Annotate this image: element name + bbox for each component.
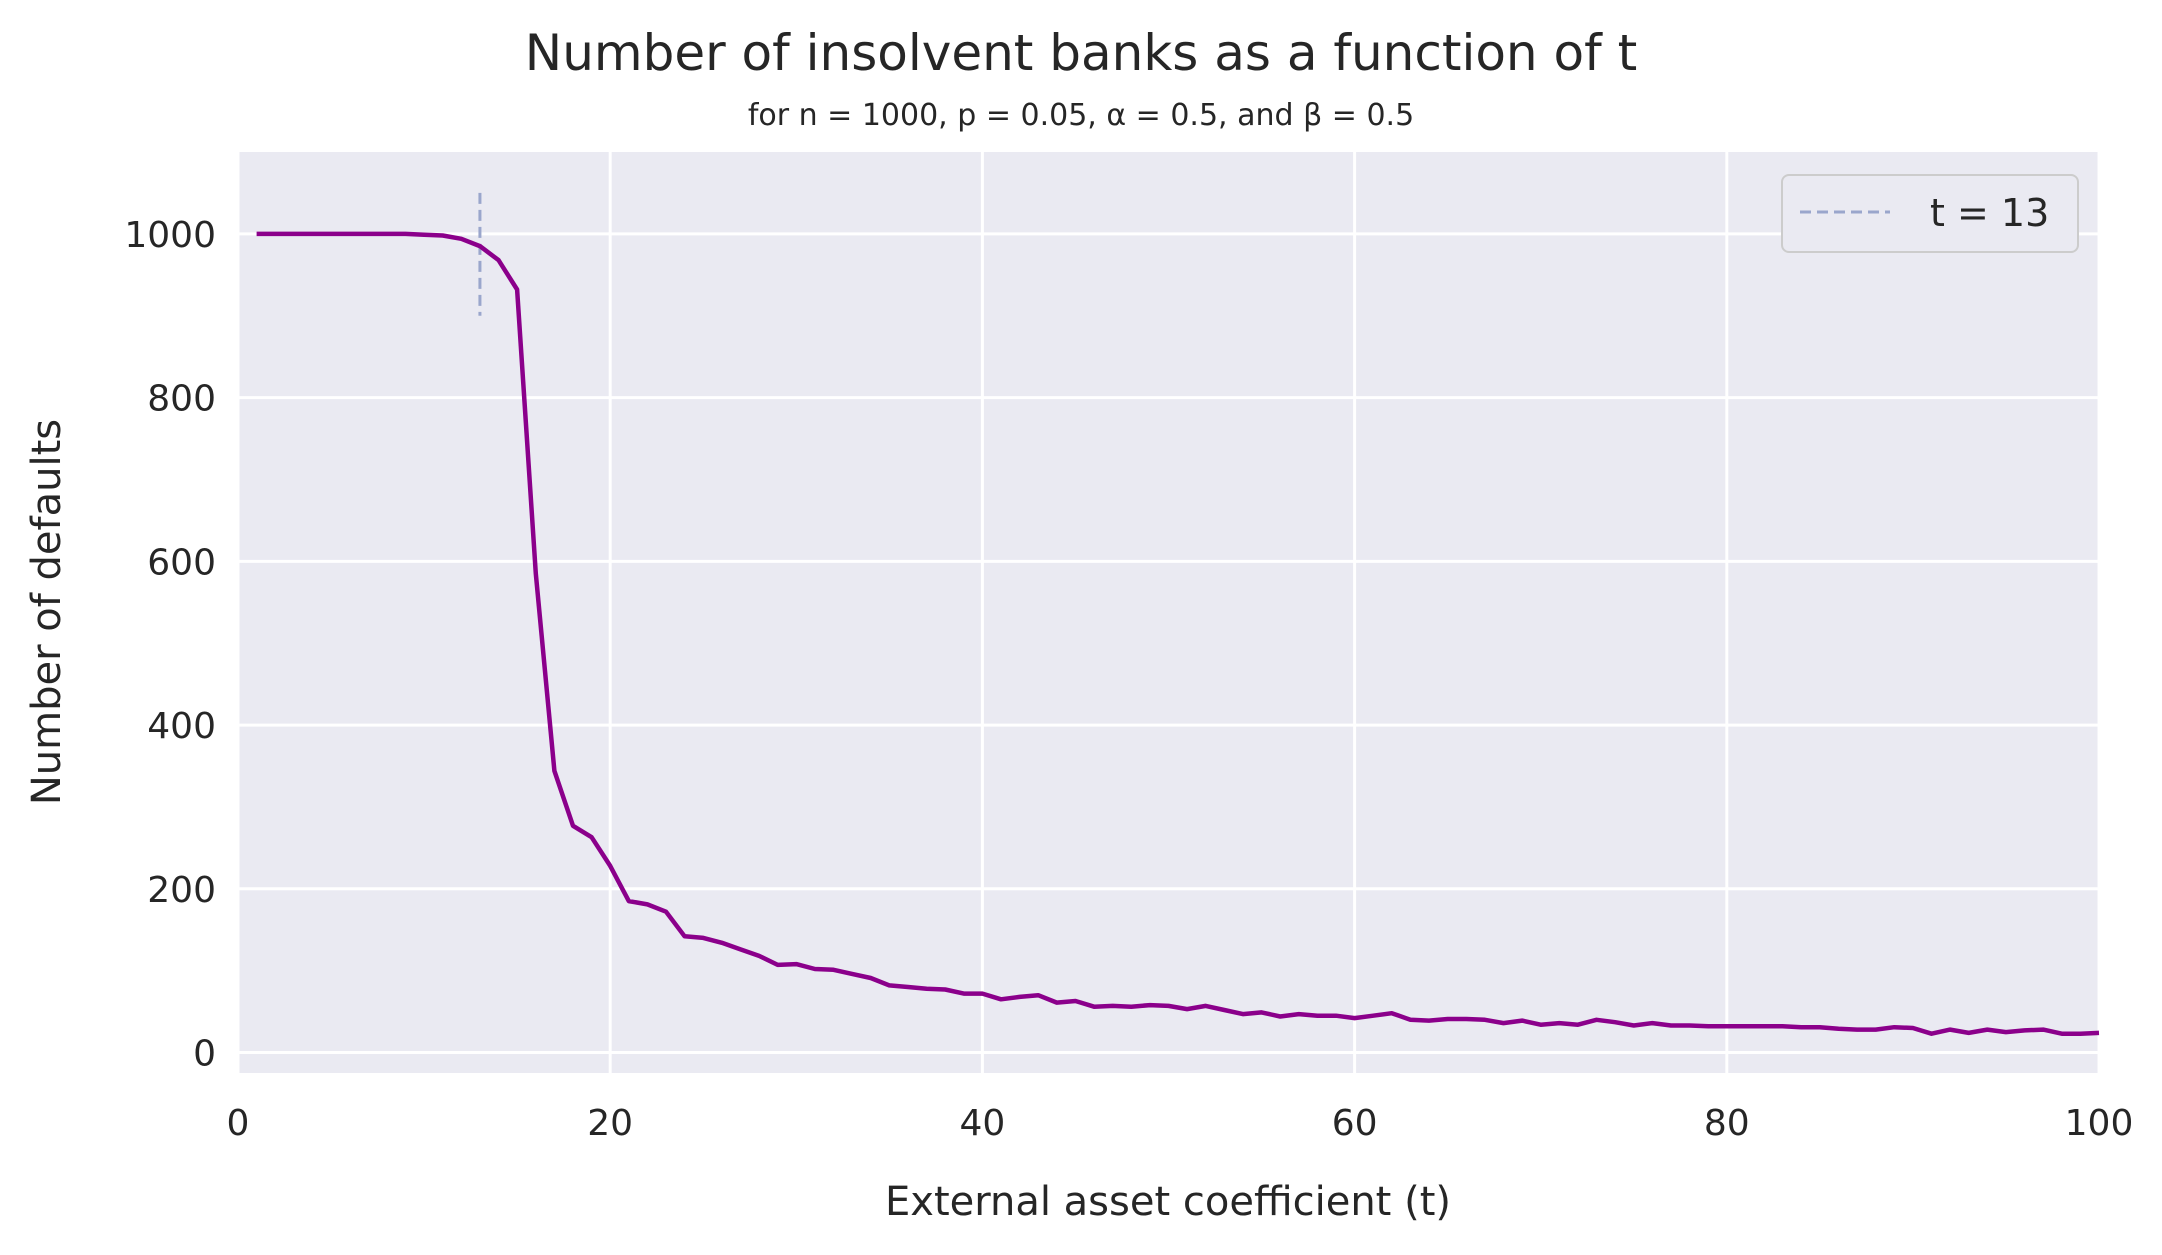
x-tick-label: 60 xyxy=(1332,1103,1378,1144)
x-tick-labels: 0 20 40 60 80 100 xyxy=(227,1103,2134,1144)
x-tick-label: 100 xyxy=(2065,1103,2134,1144)
legend: t = 13 xyxy=(1781,174,2079,253)
x-tick-label: 80 xyxy=(1704,1103,1750,1144)
chart-subtitle: for n = 1000, p = 0.05, α = 0.5, and β =… xyxy=(748,98,1414,133)
y-tick-label: 200 xyxy=(147,870,216,911)
y-tick-label: 1000 xyxy=(124,215,216,256)
legend-label: t = 13 xyxy=(1930,191,2049,235)
x-axis-label: External asset coefficient (t) xyxy=(885,1179,1451,1225)
chart-title: Number of insolvent banks as a function … xyxy=(525,24,1637,82)
y-tick-label: 800 xyxy=(147,379,216,420)
y-tick-label: 0 xyxy=(193,1034,216,1075)
y-tick-labels: 0 200 400 600 800 1000 xyxy=(124,215,216,1075)
legend-box xyxy=(1781,174,2079,253)
x-tick-label: 0 xyxy=(227,1103,250,1144)
plot-area xyxy=(238,152,2099,1073)
y-tick-label: 600 xyxy=(147,542,216,583)
x-tick-label: 40 xyxy=(959,1103,1005,1144)
y-axis-label: Number of defaults xyxy=(24,419,70,805)
x-tick-label: 20 xyxy=(587,1103,633,1144)
series-line-defaults xyxy=(256,231,2100,1036)
y-tick-label: 400 xyxy=(147,706,216,747)
x-gridlines xyxy=(236,152,2101,1073)
